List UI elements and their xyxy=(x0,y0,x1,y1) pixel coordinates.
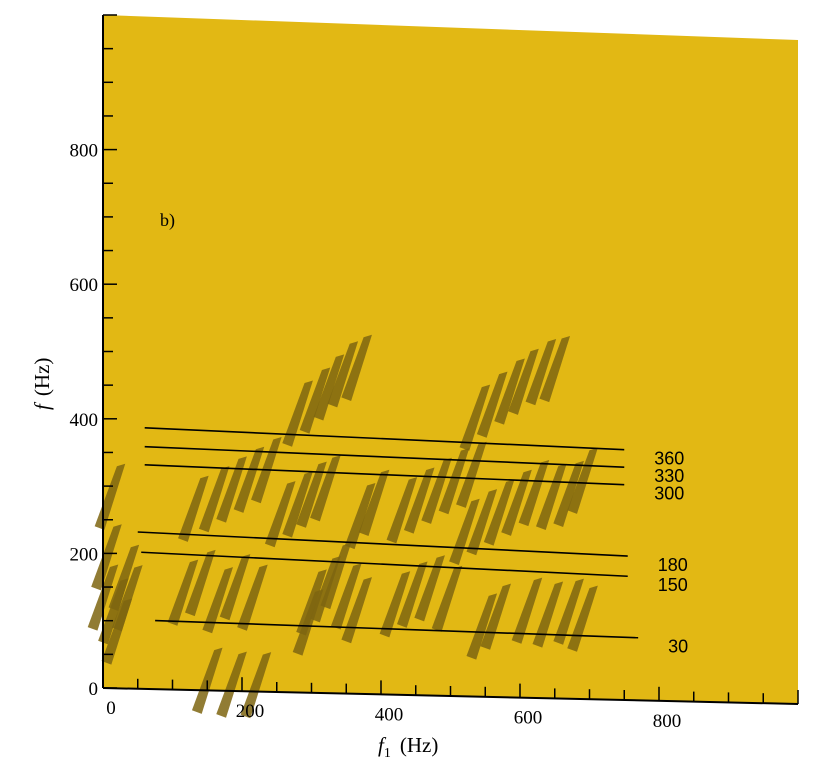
pattern-mark xyxy=(518,460,550,527)
pattern-mark xyxy=(219,554,251,621)
pattern-mark xyxy=(178,475,209,542)
pattern-mark xyxy=(299,367,331,434)
pattern-mark xyxy=(91,524,122,591)
pattern-mark xyxy=(438,448,470,515)
pattern-mark xyxy=(421,457,452,524)
pattern-mark xyxy=(320,542,352,610)
tick-labels-layer: 0 200 400 600 800 0 200 400 600 800 xyxy=(70,141,682,732)
series-line-300 xyxy=(144,464,625,486)
series-line-150 xyxy=(141,551,628,578)
y-axis-title-unit: (Hz) xyxy=(30,358,54,396)
series-line-30 xyxy=(155,619,639,639)
ticks-layer xyxy=(102,14,799,704)
pattern-mark xyxy=(459,384,491,451)
pattern-mark xyxy=(237,564,268,631)
series-label-360: 360 xyxy=(654,449,684,469)
pattern-mark xyxy=(282,471,313,538)
pattern-mark xyxy=(466,593,498,660)
pattern-mark xyxy=(508,348,539,415)
pattern-mark xyxy=(403,467,435,534)
pattern-mark xyxy=(344,482,376,550)
x-tick-label: 0 xyxy=(106,698,116,719)
pattern-mark xyxy=(511,577,543,644)
series-label-150: 150 xyxy=(658,575,688,595)
pattern-mark xyxy=(456,441,487,508)
pattern-mark xyxy=(112,565,143,632)
pattern-mark xyxy=(282,380,313,447)
pattern-mark xyxy=(310,455,341,522)
pattern-mark xyxy=(476,371,508,438)
pattern-mark xyxy=(240,652,272,719)
pattern-mark xyxy=(327,341,359,408)
pattern-mark xyxy=(532,581,564,648)
y-tick-label: 800 xyxy=(70,141,99,162)
series-label-300: 300 xyxy=(654,484,684,504)
series-label-180: 180 xyxy=(658,555,688,575)
x-axis-title-symbol: f xyxy=(378,733,387,757)
pattern-mark xyxy=(525,339,557,406)
pattern-mark xyxy=(535,463,567,530)
pattern-mark xyxy=(264,481,296,548)
x-tick-label: 600 xyxy=(514,708,543,729)
pattern-mark xyxy=(414,555,445,622)
pattern-mark xyxy=(341,334,372,401)
x-axis-title-unit: (Hz) xyxy=(400,733,438,757)
series-line-330 xyxy=(144,445,625,468)
pattern-mark xyxy=(233,446,265,513)
pattern-mark xyxy=(431,565,463,632)
x-tick-label: 800 xyxy=(653,711,682,732)
pattern-mark xyxy=(396,561,428,628)
x-axis-title-subscript: 1 xyxy=(384,746,391,761)
pattern-mark xyxy=(358,469,390,536)
pattern-mark xyxy=(330,563,362,630)
panel-label: b) xyxy=(160,210,175,231)
pattern-mark xyxy=(185,549,216,617)
pattern-mark xyxy=(292,589,324,656)
pattern-mark xyxy=(386,477,418,544)
pattern-mark xyxy=(466,489,498,556)
y-tick-label: 0 xyxy=(89,679,99,700)
pattern-mark xyxy=(167,559,199,626)
series-label-30: 30 xyxy=(668,637,688,657)
y-axis-title-symbol: f xyxy=(30,401,54,410)
series-line-360 xyxy=(144,427,625,451)
pattern-mark xyxy=(379,571,411,638)
y-tick-label: 600 xyxy=(70,275,99,296)
pattern-mark xyxy=(539,336,571,403)
pattern-mark xyxy=(313,354,345,421)
y-axis-title: f (Hz) xyxy=(30,358,54,410)
series-lines-layer xyxy=(137,427,639,639)
pattern-mark xyxy=(296,461,327,528)
y-tick-label: 200 xyxy=(70,544,99,565)
pattern-mark xyxy=(216,651,247,718)
pattern-marks-layer xyxy=(87,334,598,719)
pattern-mark xyxy=(553,578,584,645)
x-tick-label: 200 xyxy=(236,701,265,722)
pattern-mark xyxy=(494,358,525,425)
series-line-180 xyxy=(137,531,628,557)
pattern-mark xyxy=(553,460,584,527)
x-axis-title: f1 (Hz) xyxy=(378,733,438,761)
x-tick-label: 400 xyxy=(375,704,404,725)
pattern-mark xyxy=(202,567,233,634)
pattern-mark xyxy=(567,447,598,514)
y-tick-label: 400 xyxy=(70,410,99,431)
pattern-mark xyxy=(483,479,515,546)
pattern-mark xyxy=(198,466,230,533)
pattern-mark xyxy=(216,456,247,523)
pattern-mark xyxy=(501,469,532,536)
pattern-mark xyxy=(480,583,511,650)
pattern-mark xyxy=(108,544,140,611)
series-label-330: 330 xyxy=(654,466,684,486)
